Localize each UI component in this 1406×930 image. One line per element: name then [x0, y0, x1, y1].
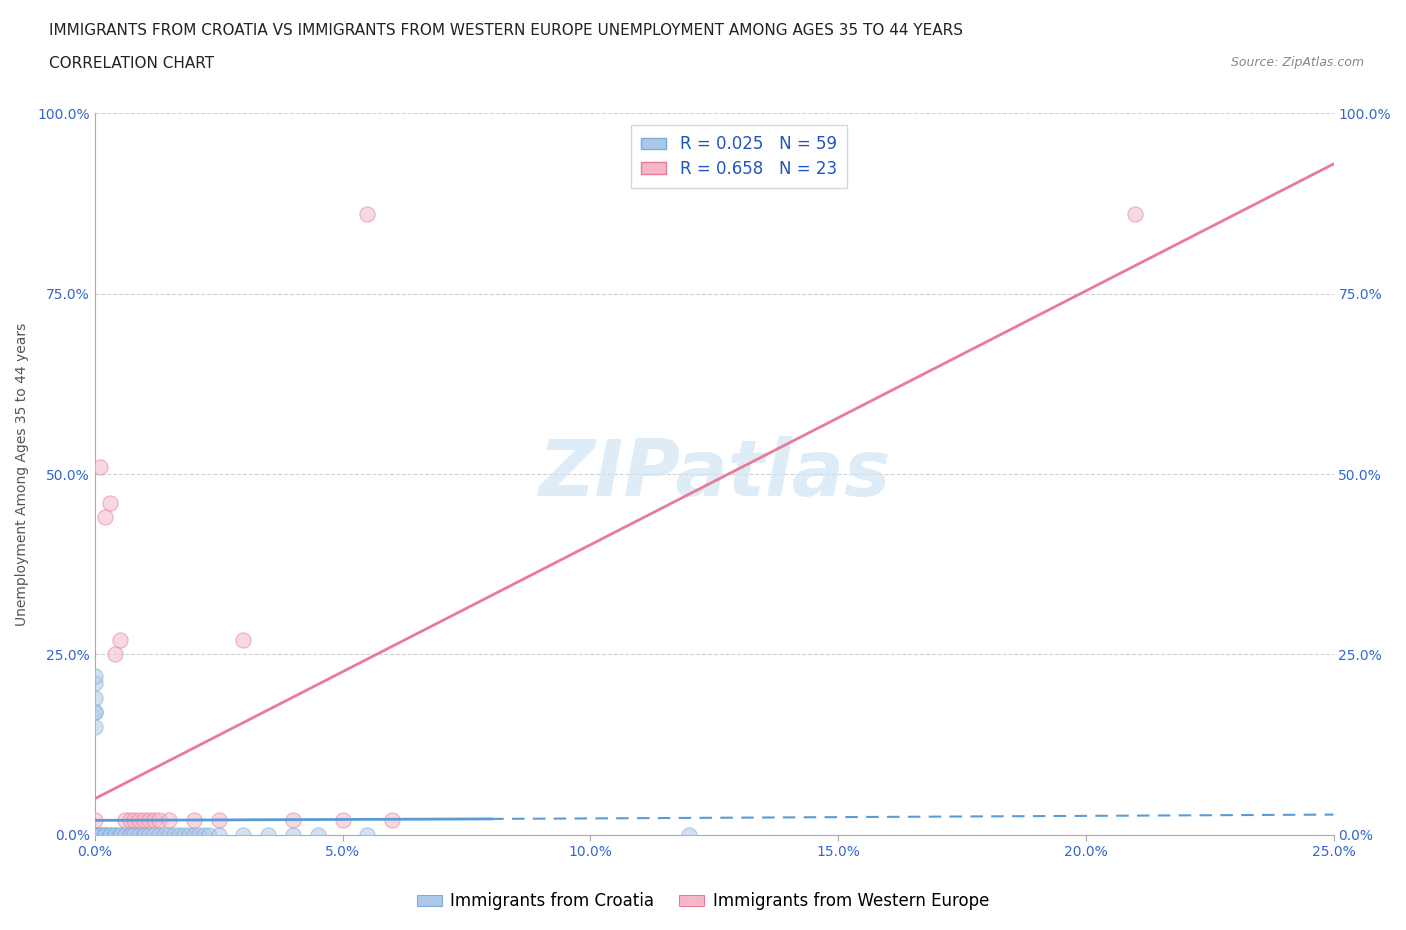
Point — [167, 828, 190, 843]
Point — [124, 828, 146, 843]
Point — [114, 828, 136, 843]
Point — [83, 690, 105, 705]
Point — [83, 828, 105, 843]
Point — [83, 828, 105, 843]
Point — [93, 828, 115, 843]
Point — [138, 828, 160, 843]
Point — [83, 705, 105, 720]
Point — [356, 207, 378, 222]
Point — [118, 828, 141, 843]
Point — [281, 828, 304, 843]
Point — [193, 828, 215, 843]
Point — [281, 813, 304, 828]
Point — [104, 828, 127, 843]
Point — [124, 813, 146, 828]
Point — [381, 813, 404, 828]
Point — [83, 813, 105, 828]
Text: Source: ZipAtlas.com: Source: ZipAtlas.com — [1230, 56, 1364, 69]
Point — [257, 828, 280, 843]
Point — [208, 828, 231, 843]
Point — [128, 813, 150, 828]
Point — [83, 828, 105, 843]
Point — [89, 828, 111, 843]
Text: IMMIGRANTS FROM CROATIA VS IMMIGRANTS FROM WESTERN EUROPE UNEMPLOYMENT AMONG AGE: IMMIGRANTS FROM CROATIA VS IMMIGRANTS FR… — [49, 23, 963, 38]
Point — [108, 828, 131, 843]
Point — [83, 828, 105, 843]
Point — [118, 828, 141, 843]
Point — [83, 828, 105, 843]
Point — [83, 676, 105, 691]
Point — [138, 813, 160, 828]
Point — [232, 828, 254, 843]
Point — [83, 828, 105, 843]
Point — [104, 647, 127, 662]
Point — [83, 828, 105, 843]
Point — [134, 828, 156, 843]
Point — [1123, 207, 1146, 222]
Point — [134, 828, 156, 843]
Legend: Immigrants from Croatia, Immigrants from Western Europe: Immigrants from Croatia, Immigrants from… — [411, 885, 995, 917]
Point — [83, 828, 105, 843]
Point — [83, 705, 105, 720]
Point — [177, 828, 200, 843]
Point — [83, 828, 105, 843]
Text: ZIPatlas: ZIPatlas — [538, 436, 890, 512]
Point — [157, 813, 180, 828]
Point — [187, 828, 209, 843]
Point — [134, 813, 156, 828]
Point — [104, 828, 127, 843]
Point — [173, 828, 195, 843]
Point — [143, 813, 166, 828]
Point — [183, 828, 205, 843]
Point — [83, 828, 105, 843]
Point — [83, 669, 105, 684]
Point — [332, 813, 354, 828]
Point — [83, 719, 105, 734]
Point — [208, 813, 231, 828]
Point — [118, 813, 141, 828]
Point — [83, 828, 105, 843]
Point — [108, 632, 131, 647]
Point — [98, 828, 121, 843]
Text: CORRELATION CHART: CORRELATION CHART — [49, 56, 214, 71]
Point — [307, 828, 329, 843]
Point — [157, 828, 180, 843]
Point — [114, 813, 136, 828]
Point — [163, 828, 186, 843]
Legend: R = 0.025   N = 59, R = 0.658   N = 23: R = 0.025 N = 59, R = 0.658 N = 23 — [631, 126, 846, 188]
Point — [143, 828, 166, 843]
Point — [148, 828, 170, 843]
Point — [98, 496, 121, 511]
Point — [83, 828, 105, 843]
Point — [89, 828, 111, 843]
Point — [197, 828, 219, 843]
Y-axis label: Unemployment Among Ages 35 to 44 years: Unemployment Among Ages 35 to 44 years — [15, 323, 30, 626]
Point — [98, 828, 121, 843]
Point — [153, 828, 176, 843]
Point — [356, 828, 378, 843]
Point — [83, 828, 105, 843]
Point — [108, 828, 131, 843]
Point — [93, 828, 115, 843]
Point — [89, 828, 111, 843]
Point — [93, 510, 115, 525]
Point — [183, 813, 205, 828]
Point — [89, 459, 111, 474]
Point — [83, 828, 105, 843]
Point — [128, 828, 150, 843]
Point — [148, 813, 170, 828]
Point — [93, 828, 115, 843]
Point — [678, 828, 700, 843]
Point — [232, 632, 254, 647]
